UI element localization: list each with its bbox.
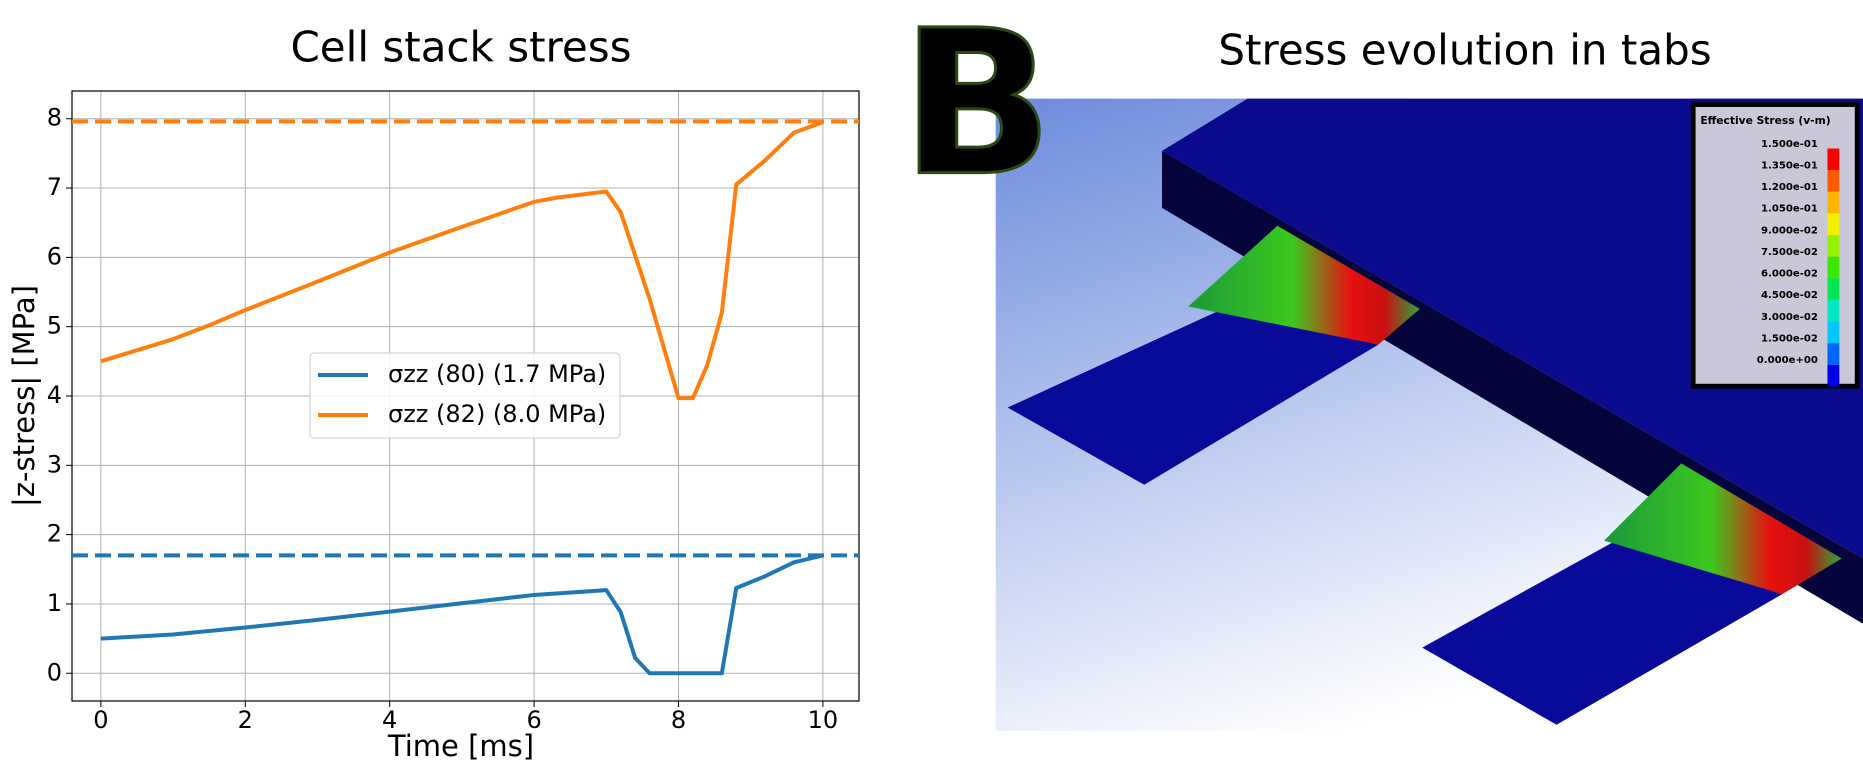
chart-title: Cell stack stress: [290, 23, 631, 72]
contour-swatch: [1827, 257, 1839, 279]
contour-level-label: 9.000e-02: [1761, 225, 1818, 236]
contour-level-label: 4.500e-02: [1761, 290, 1818, 301]
y-tick-label: 8: [47, 104, 62, 132]
contour-level-label: 1.500e-02: [1761, 333, 1818, 344]
contour-swatch: [1827, 343, 1839, 365]
contour-level-label: 1.350e-01: [1761, 160, 1818, 171]
contour-level-label: 3.000e-02: [1761, 312, 1818, 323]
contour-swatch: [1827, 365, 1839, 387]
panel-label: B: [901, 0, 1053, 221]
contour-swatch: [1827, 213, 1839, 235]
contour-swatch: [1827, 149, 1839, 171]
contour-swatch: [1827, 192, 1839, 214]
contour-swatch: [1827, 278, 1839, 300]
y-tick-label: 0: [47, 658, 62, 686]
contour-level-label: 1.200e-01: [1761, 182, 1818, 193]
figure: Cell stack stress Time [ms] |z-stress| […: [0, 0, 1863, 764]
x-tick-label: 10: [808, 706, 839, 734]
y-tick-label: 6: [47, 242, 62, 270]
contour-legend-title: Effective Stress (v-m): [1700, 114, 1830, 127]
y-tick-label: 3: [47, 450, 62, 478]
y-tick-label: 1: [47, 589, 62, 617]
x-tick-label: 2: [238, 706, 253, 734]
contour-level-label: 1.050e-01: [1761, 204, 1818, 215]
simulation-panel: Effective Stress (v-m) 1.500e-01 1.350e-0…: [996, 99, 1863, 731]
contour-swatch: [1827, 322, 1839, 344]
x-tick-label: 8: [671, 706, 686, 734]
y-tick-label: 5: [47, 312, 62, 340]
contour-level-label: 0.000e+00: [1757, 355, 1818, 366]
y-axis-label: |z-stress| [MPa]: [7, 285, 41, 507]
image-title: Stress evolution in tabs: [1218, 26, 1711, 75]
y-tick-label: 4: [47, 381, 62, 409]
y-tick-label: 2: [47, 520, 62, 548]
contour-swatch: [1827, 170, 1839, 192]
x-tick-label: 0: [93, 706, 108, 734]
y-tick-label: 7: [47, 173, 62, 201]
legend-label: σzz (82) (8.0 MPa): [388, 400, 606, 428]
legend-label: σzz (80) (1.7 MPa): [388, 360, 606, 388]
plot: 0 1 2 3 4 5 6 7 8 0 2 4 6 8 10 σzz (80) (1.7 MPa) σzz (8…: [47, 91, 859, 734]
contour-level-label: 6.000e-02: [1761, 269, 1818, 280]
x-tick-label: 6: [526, 706, 541, 734]
contour-level-label: 1.500e-01: [1761, 139, 1818, 150]
x-tick-label: 4: [382, 706, 397, 734]
contour-swatch: [1827, 300, 1839, 322]
x-axis-label: Time [ms]: [387, 729, 534, 763]
contour-swatch: [1827, 235, 1839, 257]
series-line: [101, 555, 823, 673]
contour-level-label: 7.500e-02: [1761, 247, 1818, 258]
